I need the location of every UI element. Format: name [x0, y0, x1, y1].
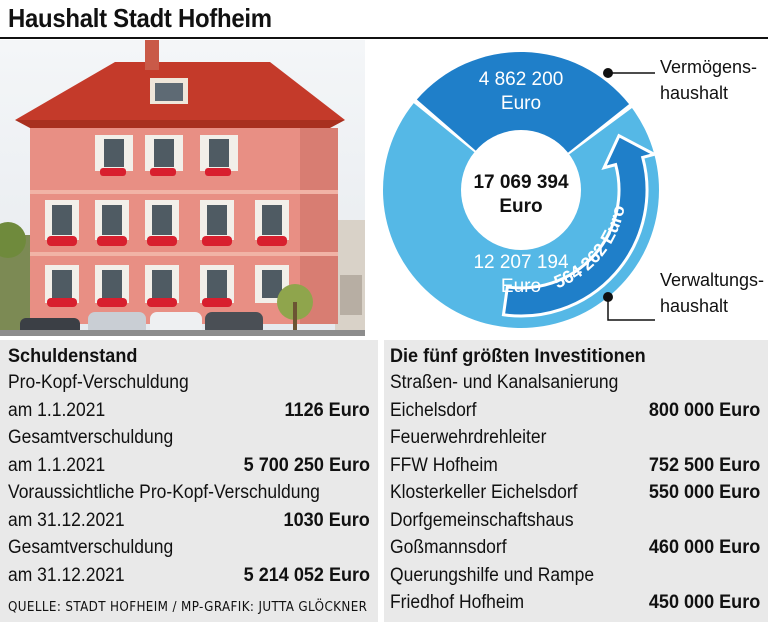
investments-heading: Die fünf größten Investitionen	[390, 346, 646, 367]
investment-row-value: 550 000 Euro	[648, 482, 760, 503]
investment-row: Straßen- und Kanalsanierung	[390, 369, 760, 397]
investment-row: FFW Hofheim 752 500 Euro	[390, 452, 760, 480]
debt-row: am 1.1.2021 1126 Euro	[8, 397, 370, 425]
investment-row-label: Goßmannsdorf	[390, 537, 507, 558]
investment-row: Dorfgemeinschaftshaus	[390, 507, 760, 535]
debt-row-label: am 31.12.2021	[8, 509, 125, 531]
debt-row: am 31.12.2021 5 214 052 Euro	[8, 562, 370, 590]
transfer-arrow-shape	[501, 133, 659, 318]
debt-panel: Schuldenstand Pro-Kopf-Verschuldung am 1.…	[0, 340, 378, 622]
debt-row-value: 1126 Euro	[284, 399, 370, 421]
callout-line	[607, 297, 655, 321]
investment-row-value: 450 000 Euro	[648, 592, 760, 613]
investment-row: Friedhof Hofheim 450 000 Euro	[390, 589, 760, 617]
town-hall-photo	[0, 40, 365, 336]
investment-row-label: Straßen- und Kanalsanierung	[390, 372, 619, 393]
investment-row: Goßmannsdorf 460 000 Euro	[390, 534, 760, 562]
investment-row-value: 460 000 Euro	[648, 537, 760, 558]
debt-row-label: am 1.1.2021	[8, 399, 106, 421]
investment-row-label: FFW Hofheim	[390, 454, 498, 476]
budget-donut-chart: 564 262 Euro 17 069 394 Euro 4 862 200 Eu…	[365, 40, 768, 336]
investment-row: Feuerwehrdrehleiter	[390, 424, 760, 452]
debt-row-value: 1030 Euro	[283, 509, 370, 531]
center-label-unit: Euro	[499, 196, 542, 217]
investment-row: Eichelsdorf 800 000 Euro	[390, 397, 760, 425]
debt-row: am 1.1.2021 5 700 250 Euro	[8, 452, 370, 480]
debt-row-value: 5 214 052 Euro	[243, 564, 370, 586]
center-label: 17 069 394	[473, 172, 569, 193]
investment-row-label: Eichelsdorf	[390, 399, 477, 421]
title-divider	[0, 37, 768, 39]
callout-label: haushalt	[660, 296, 728, 316]
debt-row: am 31.12.2021 1030 Euro	[8, 507, 370, 535]
investment-row-label: Dorfgemeinschaftshaus	[390, 509, 574, 531]
debt-row: Pro-Kopf-Verschuldung	[8, 369, 370, 397]
page-title: Haushalt Stadt Hofheim	[8, 3, 272, 33]
slice-label: 4 862 200	[479, 69, 564, 90]
investment-row-label: Feuerwehrdrehleiter	[390, 427, 547, 448]
debt-row-label: Pro-Kopf-Verschuldung	[8, 372, 189, 393]
debt-row-label: am 1.1.2021	[8, 454, 106, 476]
donut-center	[461, 130, 581, 250]
callout-label: haushalt	[660, 83, 728, 103]
debt-heading: Schuldenstand	[8, 346, 138, 367]
investment-row-value: 800 000 Euro	[648, 399, 760, 421]
investments-panel: Die fünf größten Investitionen Straßen- …	[384, 340, 768, 622]
investment-row-label: Friedhof Hofheim	[390, 592, 525, 613]
slice-label: Euro	[501, 93, 541, 114]
callout-label: Verwaltungs-	[660, 270, 764, 290]
debt-row: Gesamtverschuldung	[8, 534, 370, 562]
investment-row-value: 752 500 Euro	[648, 454, 760, 476]
donut-slice-vermoegenshaushalt	[416, 51, 630, 190]
debt-row: Gesamtverschuldung	[8, 424, 370, 452]
debt-row: Voraussichtliche Pro-Kopf-Verschuldung	[8, 479, 370, 507]
debt-row-label: Voraussichtliche Pro-Kopf-Verschuldung	[8, 482, 320, 503]
debt-row-label: Gesamtverschuldung	[8, 537, 174, 558]
investment-row: Querungshilfe und Rampe	[390, 562, 760, 590]
investment-row-label: Klosterkeller Eichelsdorf	[390, 482, 578, 503]
slice-label: Euro	[501, 276, 541, 297]
debt-row-label: am 31.12.2021	[8, 564, 125, 586]
callout-label: Vermögens-	[660, 57, 757, 77]
investment-row-label: Querungshilfe und Rampe	[390, 564, 595, 586]
investment-row: Klosterkeller Eichelsdorf 550 000 Euro	[390, 479, 760, 507]
slice-label: 12 207 194	[473, 252, 569, 273]
source-credit: QUELLE: STADT HOFHEIM / MP-GRAFIK: JUTTA…	[8, 600, 368, 615]
debt-row-label: Gesamtverschuldung	[8, 427, 174, 448]
debt-row-value: 5 700 250 Euro	[243, 454, 370, 476]
